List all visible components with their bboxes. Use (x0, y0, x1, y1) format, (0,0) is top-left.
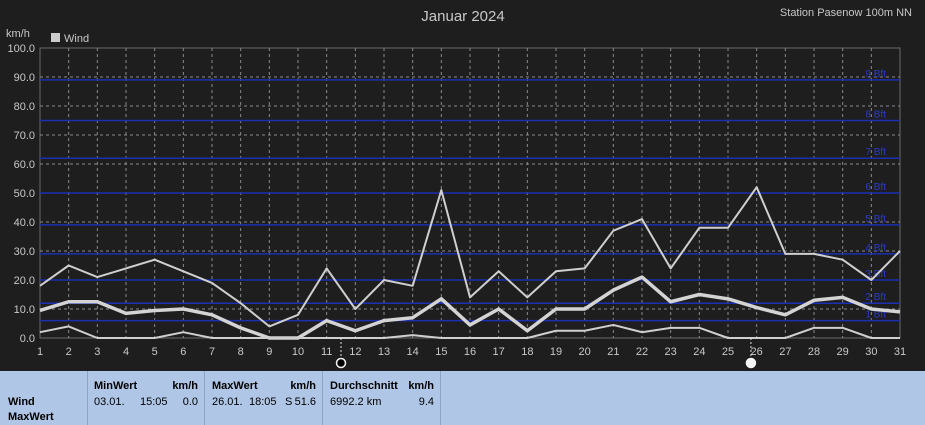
x-tick-label: 11 (321, 346, 332, 358)
stats-avg-cell: Durchschnitt km/h 6992.2 km 9.4 (323, 371, 441, 425)
beaufort-label: 1 Bft (865, 310, 886, 321)
y-tick-label: 10.0 (14, 304, 35, 316)
x-tick-label: 16 (464, 346, 476, 358)
stats-max-cell: MaxWert km/h 26.01. 18:05 S 51.6 (205, 371, 323, 425)
x-tick-label: 7 (209, 346, 215, 358)
x-tick-label: 19 (550, 346, 562, 358)
x-tick-label: 20 (579, 346, 591, 358)
x-tick-label: 2 (66, 346, 72, 358)
min-time: 15:05 (140, 396, 168, 408)
max-value: 51.6 (294, 396, 316, 408)
station-label: Station Pasenow 100m NN (780, 7, 912, 19)
y-tick-label: 30.0 (14, 246, 35, 258)
x-tick-label: 27 (779, 346, 791, 358)
y-tick-label: 60.0 (14, 159, 35, 171)
x-tick-label: 22 (636, 346, 648, 358)
x-tick-label: 12 (349, 346, 361, 358)
beaufort-label: 5 Bft (865, 214, 886, 225)
stats-panel: Wind MaxWert MinWert km/h 03.01. 15:05 0… (0, 371, 925, 425)
stats-min-cell: MinWert km/h 03.01. 15:05 0.0 (88, 371, 205, 425)
avg-value: 9.4 (418, 396, 434, 408)
max-unit: km/h (290, 380, 316, 392)
row-label-wind: Wind (8, 396, 35, 408)
x-tick-label: 3 (94, 346, 100, 358)
full-moon-icon (745, 357, 757, 369)
y-tick-label: 70.0 (14, 130, 35, 142)
y-tick-label: 100.0 (7, 43, 35, 55)
x-tick-label: 31 (894, 346, 906, 358)
wind-chart: Januar 2024 Station Pasenow 100m NN km/h… (6, 7, 912, 369)
y-tick-label: 40.0 (14, 217, 35, 229)
x-tick-label: 6 (180, 346, 186, 358)
max-direction: S (285, 396, 293, 408)
x-tick-label: 4 (123, 346, 129, 358)
legend-swatch (51, 33, 60, 42)
x-tick-label: 26 (751, 346, 763, 358)
row-label-maxwert: MaxWert (8, 411, 54, 423)
x-tick-label: 8 (238, 346, 244, 358)
series-line-avg (39, 275, 901, 340)
x-tick-label: 1 (37, 346, 43, 358)
x-tick-label: 25 (722, 346, 734, 358)
beaufort-label: 8 Bft (865, 110, 886, 121)
x-tick-label: 28 (808, 346, 820, 358)
beaufort-label: 2 Bft (865, 292, 886, 303)
x-tick-label: 30 (865, 346, 877, 358)
legend-label: Wind (64, 33, 89, 45)
y-tick-label: 80.0 (14, 101, 35, 113)
x-tick-label: 13 (378, 346, 390, 358)
x-tick-label: 9 (266, 346, 272, 358)
x-tick-label: 15 (435, 346, 447, 358)
new-moon-icon (335, 357, 347, 369)
min-unit: km/h (172, 380, 198, 392)
beaufort-label: 9 Bft (865, 69, 886, 80)
max-time: 18:05 (249, 396, 277, 408)
beaufort-label: 7 Bft (865, 147, 886, 158)
max-header: MaxWert (212, 380, 258, 392)
x-tick-label: 17 (493, 346, 505, 358)
series-line-max (39, 186, 901, 328)
x-tick-label: 10 (292, 346, 304, 358)
y-tick-label: 0.0 (20, 333, 35, 345)
beaufort-label: 6 Bft (865, 182, 886, 193)
y-axis-unit: km/h (6, 28, 30, 40)
y-tick-label: 50.0 (14, 188, 35, 200)
beaufort-label: 4 Bft (865, 243, 886, 254)
min-date: 03.01. (94, 396, 125, 408)
x-tick-label: 5 (152, 346, 158, 358)
x-tick-label: 29 (837, 346, 849, 358)
y-tick-label: 90.0 (14, 72, 35, 84)
x-tick-label: 21 (607, 346, 619, 358)
min-header: MinWert (94, 380, 138, 392)
x-tick-label: 18 (521, 346, 533, 358)
chart-title: Januar 2024 (421, 8, 504, 25)
max-date: 26.01. (212, 396, 243, 408)
x-tick-label: 24 (693, 346, 705, 358)
x-tick-label: 14 (407, 346, 419, 358)
y-tick-label: 20.0 (14, 275, 35, 287)
x-tick-label: 23 (665, 346, 677, 358)
avg-header: Durchschnitt (330, 380, 398, 392)
avg-distance: 6992.2 km (330, 396, 382, 408)
avg-unit: km/h (408, 380, 434, 392)
min-value: 0.0 (182, 396, 198, 408)
stats-row-labels: Wind MaxWert (0, 371, 88, 425)
series-line-min (39, 323, 900, 339)
